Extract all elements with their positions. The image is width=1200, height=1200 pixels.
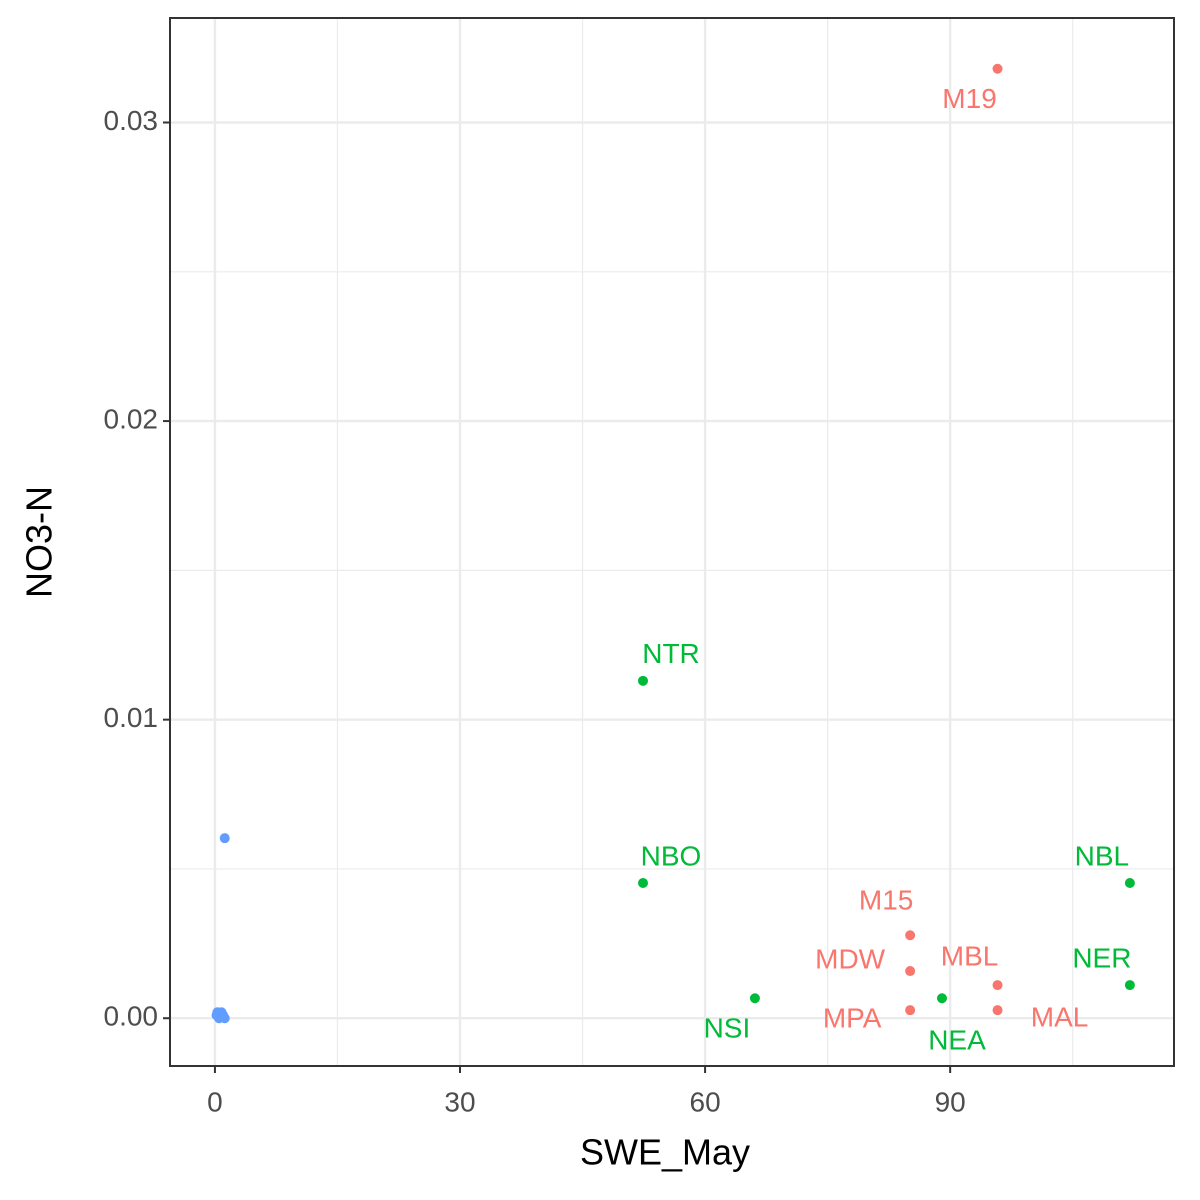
point <box>905 930 916 941</box>
point <box>637 675 648 686</box>
point-label: NBL <box>1075 840 1129 871</box>
x-tick-label: 90 <box>935 1086 966 1117</box>
point <box>749 993 760 1004</box>
point <box>992 63 1003 74</box>
point <box>219 1013 230 1024</box>
point <box>936 993 947 1004</box>
y-tick-label: 0.00 <box>104 1001 159 1032</box>
x-axis-title: SWE_May <box>580 1132 750 1173</box>
point-label: M15 <box>859 885 913 916</box>
y-axis-title: NO3-N <box>19 486 60 598</box>
point <box>905 1005 916 1016</box>
point-label: NTR <box>642 638 700 669</box>
panel-border <box>169 17 1175 1067</box>
point-label: NEA <box>928 1025 986 1056</box>
x-tick-label: 0 <box>207 1086 223 1117</box>
point <box>992 980 1003 991</box>
point-label: NER <box>1072 942 1131 973</box>
point <box>905 966 916 977</box>
point <box>1124 877 1135 888</box>
point <box>219 833 230 844</box>
point <box>992 1005 1003 1016</box>
point-label: M19 <box>942 83 996 114</box>
point-label: MPA <box>823 1003 882 1034</box>
y-tick-label: 0.02 <box>104 403 159 434</box>
y-tick-label: 0.03 <box>104 105 159 136</box>
point-label: MBL <box>941 940 999 971</box>
point <box>1124 980 1135 991</box>
point-label: MAL <box>1031 1002 1089 1033</box>
x-tick-label: 30 <box>444 1086 475 1117</box>
point <box>637 877 648 888</box>
point-label: NBO <box>641 840 702 871</box>
point <box>212 1007 223 1018</box>
x-tick-label: 60 <box>690 1086 721 1117</box>
point-label: NSI <box>704 1013 751 1044</box>
y-tick-label: 0.01 <box>104 702 159 733</box>
point-label: MDW <box>815 943 886 974</box>
